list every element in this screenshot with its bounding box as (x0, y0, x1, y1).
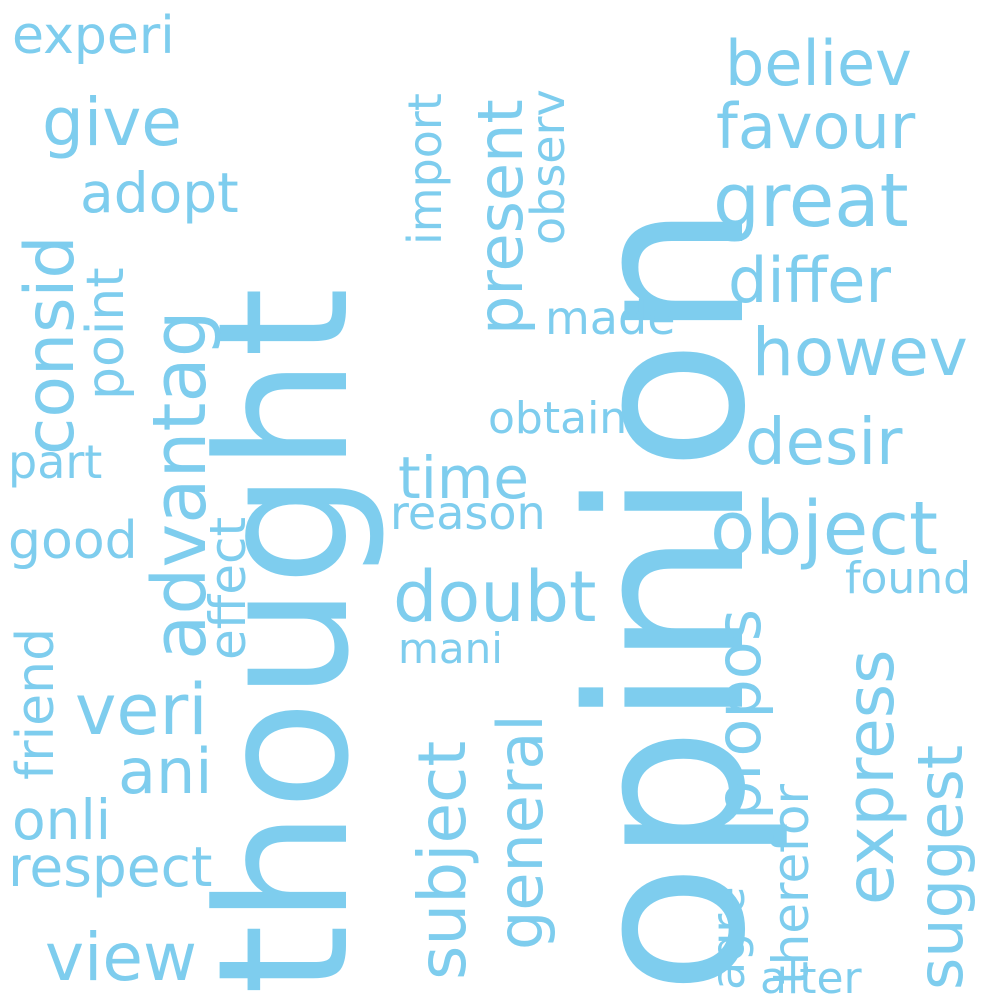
word-veri: veri (75, 669, 208, 751)
word-doubt: doubt (393, 556, 597, 638)
word-ani: ani (118, 735, 213, 808)
word-respect: respect (8, 835, 213, 899)
word-time: time (398, 444, 530, 512)
word-reason: reason (390, 486, 546, 540)
word-point: point (76, 267, 136, 400)
word-found: found (845, 553, 972, 604)
word-subject: subject (404, 740, 481, 980)
word-effect: effect (199, 516, 257, 660)
word-great: great (713, 158, 909, 244)
word-give: give (42, 84, 182, 161)
word-favour: favour (716, 90, 916, 163)
word-desir: desir (745, 406, 903, 480)
word-observ: observ (521, 89, 575, 245)
word-express: express (832, 649, 909, 905)
word-experi: experi (12, 6, 175, 66)
word-believ: believ (725, 27, 912, 100)
word-onli: onli (12, 788, 112, 852)
word-suggest: suggest (904, 744, 977, 990)
word-part: part (8, 435, 103, 489)
word-consid: consid (11, 235, 90, 455)
word-mani: mani (398, 624, 503, 673)
word-agre: agre (701, 886, 755, 990)
word-made: made (545, 291, 676, 345)
word-obtain: obtain (488, 393, 628, 444)
word-object: object (710, 486, 939, 572)
word-view: view (45, 919, 197, 996)
word-import: import (398, 93, 452, 245)
word-adopt: adopt (80, 161, 239, 225)
word-howev: howev (752, 314, 968, 391)
word-friend: friend (6, 627, 66, 780)
word-differ: differ (728, 244, 891, 317)
word-propos: propos (702, 608, 775, 820)
word-good: good (8, 511, 138, 571)
word-alter: alter (760, 953, 862, 1000)
word-general: general (484, 714, 557, 950)
